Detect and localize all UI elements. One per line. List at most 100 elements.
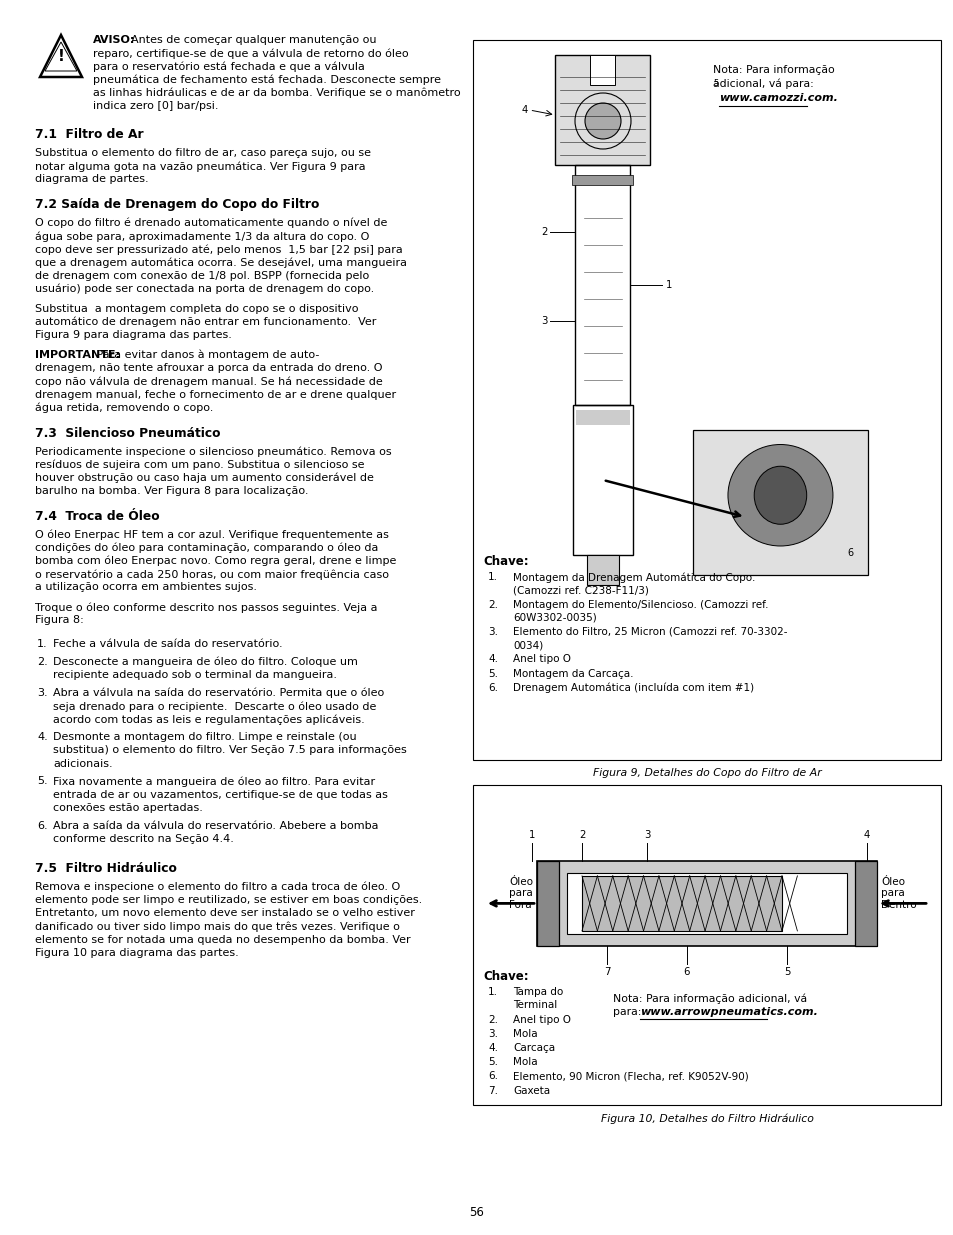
Text: copo não válvula de drenagem manual. Se há necessidade de: copo não válvula de drenagem manual. Se … (35, 377, 382, 387)
Text: substitua) o elemento do filtro. Ver Seção 7.5 para informações: substitua) o elemento do filtro. Ver Seç… (53, 745, 406, 756)
Text: Chave:: Chave: (482, 555, 528, 568)
Text: água retida, removendo o copo.: água retida, removendo o copo. (35, 403, 213, 414)
Bar (473, 785, 940, 1105)
Text: 3.: 3. (37, 688, 48, 698)
Bar (581, 876, 781, 931)
Text: Figura 10 para diagrama das partes.: Figura 10 para diagrama das partes. (35, 948, 238, 958)
Text: adicional, vá para:: adicional, vá para: (712, 78, 813, 89)
Bar (573, 405, 633, 555)
Text: Substitua  a montagem completa do copo se o dispositivo: Substitua a montagem completa do copo se… (35, 304, 358, 314)
Text: 3: 3 (540, 316, 547, 326)
Text: 4.: 4. (488, 1044, 497, 1053)
Text: adicionais.: adicionais. (53, 758, 112, 768)
Bar (566, 873, 846, 934)
Text: Figura 9 para diagrama das partes.: Figura 9 para diagrama das partes. (35, 330, 232, 340)
Text: Elemento do Filtro, 25 Micron (Camozzi ref. 70-3302-: Elemento do Filtro, 25 Micron (Camozzi r… (513, 627, 786, 637)
Text: O óleo Enerpac HF tem a cor azul. Verifique frequentemente as: O óleo Enerpac HF tem a cor azul. Verifi… (35, 530, 389, 540)
Text: 5.: 5. (37, 777, 48, 787)
Text: as linhas hidráulicas e de ar da bomba. Verifique se o manômetro: as linhas hidráulicas e de ar da bomba. … (92, 88, 460, 99)
Text: Elemento, 90 Micron (Flecha, ref. K9052V-90): Elemento, 90 Micron (Flecha, ref. K9052V… (513, 1071, 748, 1082)
Text: Óleo
para
Dentro: Óleo para Dentro (881, 877, 916, 910)
Text: 7.1  Filtro de Ar: 7.1 Filtro de Ar (35, 128, 144, 141)
Bar (537, 861, 876, 946)
Text: 1: 1 (528, 830, 535, 840)
Text: 5: 5 (712, 79, 718, 89)
Text: 1.: 1. (488, 572, 497, 582)
Text: 3.: 3. (488, 627, 497, 637)
Text: Montagem do Elemento/Silencioso. (Camozzi ref.: Montagem do Elemento/Silencioso. (Camozz… (513, 599, 768, 610)
Text: pneumática de fechamento está fechada. Desconecte sempre: pneumática de fechamento está fechada. D… (92, 74, 440, 85)
Text: 60W3302-0035): 60W3302-0035) (513, 613, 597, 622)
Bar (590, 56, 615, 85)
Text: 7.4  Troca de Óleo: 7.4 Troca de Óleo (35, 510, 159, 522)
Text: 1.: 1. (37, 638, 48, 650)
Text: 2.: 2. (37, 657, 48, 667)
Text: (Camozzi ref. C238-F11/3): (Camozzi ref. C238-F11/3) (513, 585, 648, 595)
Text: Antes de começar qualquer manutenção ou: Antes de começar qualquer manutenção ou (131, 35, 376, 44)
Text: houver obstrução ou caso haja um aumento considerável de: houver obstrução ou caso haja um aumento… (35, 473, 374, 483)
Text: 3: 3 (643, 830, 650, 840)
Text: 5.: 5. (488, 1057, 497, 1067)
Text: Nota: Para informação: Nota: Para informação (712, 65, 834, 75)
Text: para:: para: (613, 1007, 644, 1016)
Text: barulho na bomba. Ver Figura 8 para localização.: barulho na bomba. Ver Figura 8 para loca… (35, 485, 308, 496)
Text: Abra a saída da válvula do reservatório. Abebere a bomba: Abra a saída da válvula do reservatório.… (53, 820, 378, 831)
Text: indica zero [0] bar/psi.: indica zero [0] bar/psi. (92, 101, 218, 111)
Text: bomba com óleo Enerpac novo. Como regra geral, drene e limpe: bomba com óleo Enerpac novo. Como regra … (35, 556, 395, 567)
Text: Desconecte a mangueira de óleo do filtro. Coloque um: Desconecte a mangueira de óleo do filtro… (53, 657, 357, 667)
Text: reparo, certifique-se de que a válvula de retorno do óleo: reparo, certifique-se de que a válvula d… (92, 48, 408, 59)
Bar (572, 175, 633, 185)
Text: O copo do filtro é drenado automaticamente quando o nível de: O copo do filtro é drenado automaticamen… (35, 217, 387, 228)
Text: 5.: 5. (488, 668, 497, 678)
Text: 6: 6 (846, 548, 852, 558)
Circle shape (584, 103, 620, 140)
Text: elemento pode ser limpo e reutilizado, se estiver em boas condições.: elemento pode ser limpo e reutilizado, s… (35, 895, 422, 905)
Text: diagrama de partes.: diagrama de partes. (35, 174, 149, 184)
Text: 2.: 2. (488, 599, 497, 610)
Text: conexões estão apertadas.: conexões estão apertadas. (53, 803, 203, 813)
Text: Periodicamente inspecione o silencioso pneumático. Remova os: Periodicamente inspecione o silencioso p… (35, 446, 392, 457)
Text: 7.3  Silencioso Pneumático: 7.3 Silencioso Pneumático (35, 426, 220, 440)
Text: Remova e inspecione o elemento do filtro a cada troca de óleo. O: Remova e inspecione o elemento do filtro… (35, 882, 400, 893)
Text: IMPORTANTE:: IMPORTANTE: (35, 350, 120, 359)
Text: Chave:: Chave: (482, 969, 528, 983)
Text: notar alguma gota na vazão pneumática. Ver Figura 9 para: notar alguma gota na vazão pneumática. V… (35, 162, 365, 172)
Text: automático de drenagem não entrar em funcionamento.  Ver: automático de drenagem não entrar em fun… (35, 317, 376, 327)
Text: 4: 4 (520, 105, 527, 115)
Text: www.camozzi.com.: www.camozzi.com. (719, 94, 837, 104)
Bar (854, 861, 876, 946)
Text: 4: 4 (862, 830, 869, 840)
Text: danificado ou tiver sido limpo mais do que três vezes. Verifique o: danificado ou tiver sido limpo mais do q… (35, 921, 399, 932)
Text: Substitua o elemento do filtro de ar, caso pareça sujo, ou se: Substitua o elemento do filtro de ar, ca… (35, 148, 371, 158)
Text: Fixa novamente a mangueira de óleo ao filtro. Para evitar: Fixa novamente a mangueira de óleo ao fi… (53, 777, 375, 787)
Text: 3.: 3. (488, 1029, 497, 1039)
Text: recipiente adequado sob o terminal da mangueira.: recipiente adequado sob o terminal da ma… (53, 671, 336, 680)
Text: www.arrowpneumatics.com.: www.arrowpneumatics.com. (639, 1007, 817, 1016)
Text: Figura 9, Detalhes do Copo do Filtro de Ar: Figura 9, Detalhes do Copo do Filtro de … (592, 768, 821, 778)
Text: Drenagem Automática (incluída com item #1): Drenagem Automática (incluída com item #… (513, 683, 753, 693)
Text: entrada de ar ou vazamentos, certifique-se de que todas as: entrada de ar ou vazamentos, certifique-… (53, 789, 388, 799)
Text: Abra a válvula na saída do reservatório. Permita que o óleo: Abra a válvula na saída do reservatório.… (53, 688, 384, 698)
Text: elemento se for notada uma queda no desempenho da bomba. Ver: elemento se for notada uma queda no dese… (35, 935, 410, 945)
Text: água sobe para, aproximadamente 1/3 da altura do copo. O: água sobe para, aproximadamente 1/3 da a… (35, 231, 369, 242)
Text: 1.: 1. (488, 987, 497, 997)
Text: condições do óleo para contaminação, comparando o óleo da: condições do óleo para contaminação, com… (35, 542, 378, 553)
Text: Montagem da Carcaça.: Montagem da Carcaça. (513, 668, 633, 678)
Text: 4.: 4. (37, 732, 48, 742)
Text: copo deve ser pressurizado até, pelo menos  1,5 bar [22 psi] para: copo deve ser pressurizado até, pelo men… (35, 245, 402, 254)
Text: Terminal: Terminal (513, 1000, 557, 1010)
Text: 2: 2 (540, 227, 547, 237)
Text: resíduos de sujeira com um pano. Substitua o silencioso se: resíduos de sujeira com um pano. Substit… (35, 459, 364, 471)
Text: acordo com todas as leis e regulamentações aplicáveis.: acordo com todas as leis e regulamentaçõ… (53, 714, 364, 725)
Text: Mola: Mola (513, 1057, 537, 1067)
Text: Montagem da Drenagem Automática do Copo.: Montagem da Drenagem Automática do Copo. (513, 572, 755, 583)
Text: Anel tipo O: Anel tipo O (513, 655, 571, 664)
Text: usuário) pode ser conectada na porta de drenagem do copo.: usuário) pode ser conectada na porta de … (35, 284, 374, 294)
Text: 7: 7 (603, 967, 610, 977)
Text: a utilização ocorra em ambientes sujos.: a utilização ocorra em ambientes sujos. (35, 582, 256, 593)
Text: drenagem manual, feche o fornecimento de ar e drene qualquer: drenagem manual, feche o fornecimento de… (35, 389, 395, 400)
Text: Troque o óleo conforme descrito nos passos seguintes. Veja a: Troque o óleo conforme descrito nos pass… (35, 603, 377, 613)
Ellipse shape (754, 467, 806, 524)
Text: 6: 6 (683, 967, 690, 977)
Text: conforme descrito na Seção 4.4.: conforme descrito na Seção 4.4. (53, 834, 233, 844)
